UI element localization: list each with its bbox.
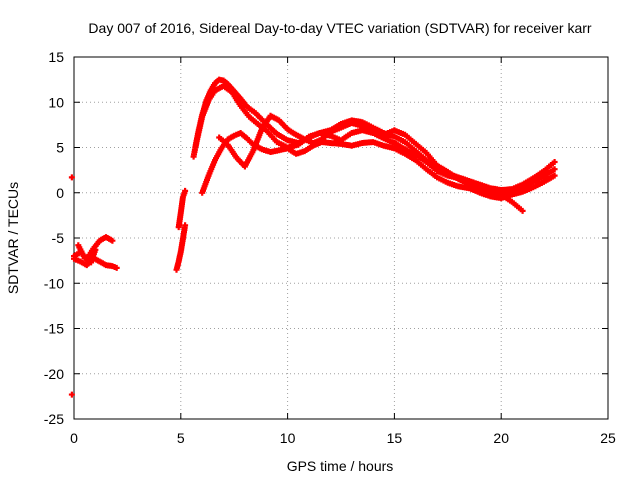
plus-marker-trail	[68, 391, 75, 398]
y-tick-label: 0	[56, 185, 64, 201]
y-tick-label: -5	[52, 230, 65, 246]
plus-marker-trail	[75, 242, 99, 266]
series-outlier-high	[68, 174, 75, 181]
plus-marker-trail	[216, 112, 526, 214]
plus-marker-trail	[173, 222, 189, 273]
series-layer	[68, 76, 558, 398]
plus-marker-trail	[68, 174, 75, 181]
y-tick-label: -25	[44, 411, 64, 427]
series-outlier-low	[68, 391, 75, 398]
series-main-4	[216, 112, 526, 214]
y-tick-label: 10	[48, 94, 64, 110]
x-tick-label: 5	[177, 430, 185, 446]
grid-layer	[74, 57, 608, 419]
y-axis-label: SDTVAR / TECUs	[5, 182, 21, 294]
y-tick-label: 5	[56, 140, 64, 156]
y-tick-label: -15	[44, 321, 64, 337]
x-tick-label: 0	[70, 430, 78, 446]
chart-title: Day 007 of 2016, Sidereal Day-to-day VTE…	[88, 20, 591, 36]
series-rise-b	[175, 187, 189, 231]
x-tick-label: 15	[387, 430, 403, 446]
tick-layer: 0 5 10 15 20 25 -25 -20 -15 -10 -5 0 5 10 15	[44, 49, 616, 446]
series-rise-a	[173, 222, 189, 273]
x-tick-label: 25	[600, 430, 616, 446]
y-tick-label: -10	[44, 275, 64, 291]
series-early-c	[75, 242, 99, 266]
x-axis-label: GPS time / hours	[287, 458, 394, 474]
y-tick-label: -20	[44, 366, 64, 382]
x-tick-label: 10	[280, 430, 296, 446]
plus-marker-trail	[175, 187, 189, 231]
x-tick-label: 20	[493, 430, 509, 446]
y-tick-label: 15	[48, 49, 64, 65]
